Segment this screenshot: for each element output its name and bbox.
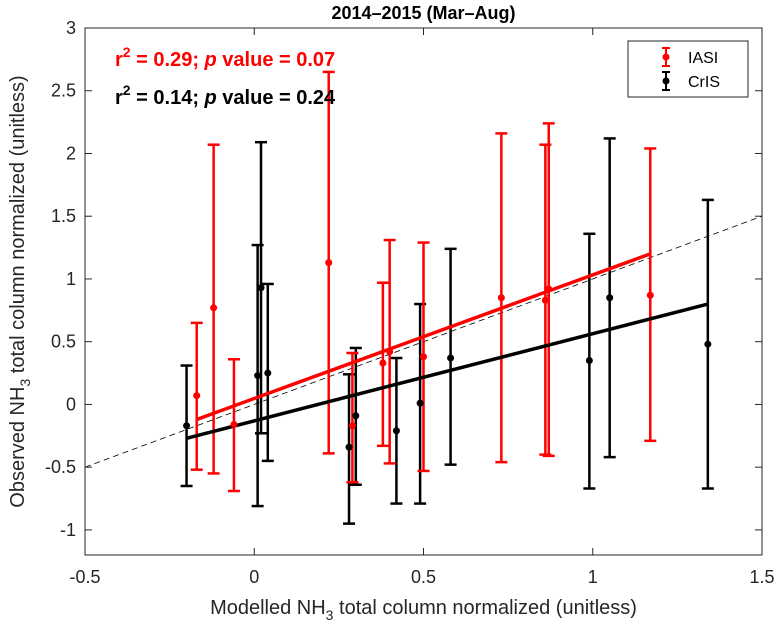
stats-iasi-p: p <box>204 49 217 71</box>
y-tick-label: 1.5 <box>51 206 76 226</box>
iasi-point <box>386 348 394 356</box>
legend: IASI CrIS <box>627 40 749 98</box>
x-tick-label: 0.5 <box>411 567 436 587</box>
cris-point <box>704 340 712 348</box>
cris-fit-line <box>186 302 709 441</box>
x-axis-label-prefix: Modelled NH <box>210 597 326 619</box>
iasi-point <box>545 285 553 293</box>
stats-cris-r: r <box>115 87 123 109</box>
iasi-fit-line <box>196 252 651 422</box>
stats-annotation-iasi: r2 = 0.29; p value = 0.07 <box>115 44 335 71</box>
legend-label-iasi: IASI <box>688 50 718 67</box>
cris-point <box>183 422 191 430</box>
legend-box <box>627 40 749 98</box>
iasi-point <box>420 353 427 361</box>
legend-label-cris: CrIS <box>688 74 720 91</box>
iasi-point <box>379 359 387 367</box>
y-axis-label-prefix: Observed NH <box>7 387 29 508</box>
cris-point <box>345 443 353 451</box>
iasi-point <box>497 294 505 302</box>
y-tick-label: 2 <box>66 143 76 163</box>
y-tick-label: 1 <box>66 269 76 289</box>
stats-cris-p: p <box>204 87 217 109</box>
cris-point <box>257 284 265 292</box>
legend-cris-marker <box>662 77 670 85</box>
chart-title: 2014–2015 (Mar–Aug) <box>331 3 515 23</box>
cris-point <box>447 354 455 362</box>
iasi-point <box>193 392 201 400</box>
stats-iasi-r-superscript: 2 <box>123 44 131 60</box>
y-tick-label: -1 <box>60 520 76 540</box>
x-axis-label: Modelled NH3 total column normalized (un… <box>210 597 637 623</box>
y-tick-label: -0.5 <box>45 457 76 477</box>
x-tick-label: 1.5 <box>749 567 774 587</box>
iasi-point <box>230 421 238 429</box>
stats-cris-r-superscript: 2 <box>123 82 131 98</box>
stats-cris-p-value: value = 0.24 <box>217 87 336 109</box>
y-tick-label: 2.5 <box>51 81 76 101</box>
x-tick-label: -0.5 <box>69 567 100 587</box>
y-tick-label: 0.5 <box>51 332 76 352</box>
x-axis-label-suffix: total column normalized (unitless) <box>333 597 636 619</box>
cris-point <box>606 294 614 302</box>
iasi-point <box>646 291 654 299</box>
iasi-point <box>210 304 218 312</box>
legend-iasi-marker <box>662 53 670 61</box>
x-axis-label-subscript: 3 <box>326 607 334 623</box>
cris-point <box>585 357 593 365</box>
cris-point <box>416 399 424 407</box>
cris-point <box>254 372 262 380</box>
iasi-point <box>541 296 549 304</box>
y-axis-label: Observed NH3 total column normalized (un… <box>7 75 33 507</box>
y-axis-label-suffix: total column normalized (unitless) <box>7 75 29 378</box>
cris-point <box>264 369 272 377</box>
stats-cris-r2-value: = 0.14; <box>131 87 205 109</box>
x-tick-label: 1 <box>588 567 598 587</box>
stats-iasi-r: r <box>115 49 123 71</box>
y-tick-label: 0 <box>66 394 76 414</box>
stats-iasi-r2-value: = 0.29; <box>131 49 205 71</box>
stats-annotation-cris: r2 = 0.14; p value = 0.24 <box>115 82 336 109</box>
cris-point <box>352 412 360 420</box>
x-tick-label: 0 <box>249 567 259 587</box>
cris-point <box>392 427 400 435</box>
iasi-point <box>325 259 333 267</box>
y-tick-label: 3 <box>66 18 76 38</box>
y-axis-label-subscript: 3 <box>17 379 33 387</box>
stats-iasi-p-value: value = 0.07 <box>217 49 335 71</box>
iasi-point <box>348 422 356 430</box>
